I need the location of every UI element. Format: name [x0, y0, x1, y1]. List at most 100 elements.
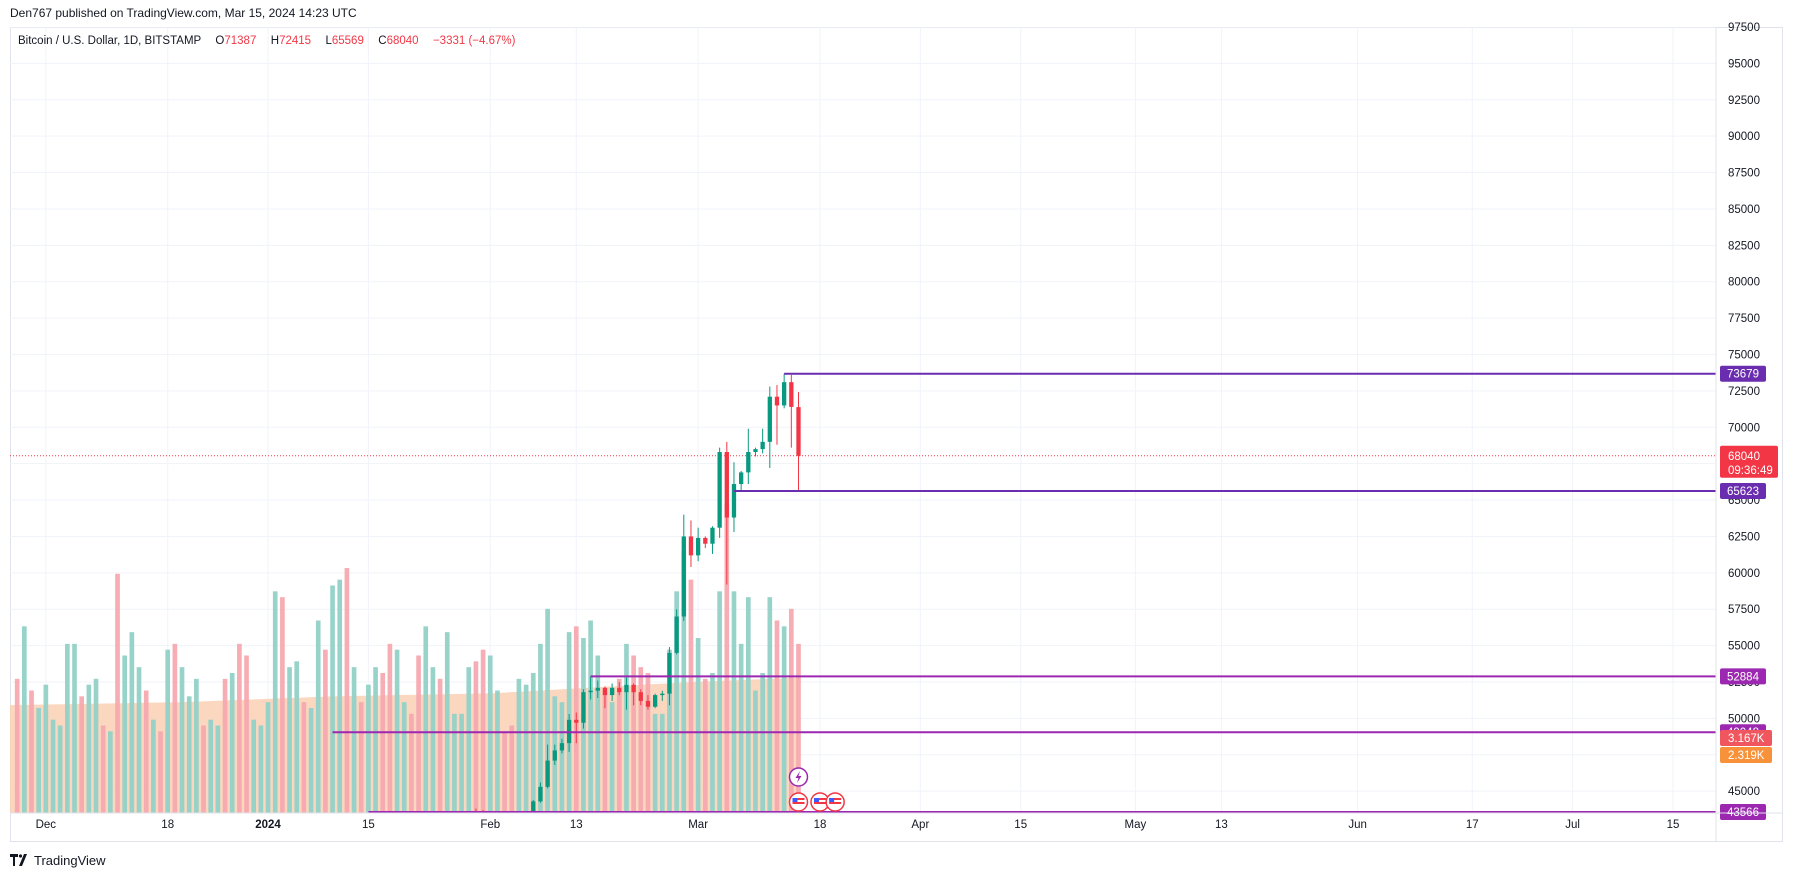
- volume-ma-tag[interactable]: 2.319K: [1720, 747, 1772, 763]
- volume-current-tag[interactable]: 3.167K: [1720, 730, 1772, 746]
- candle[interactable]: [782, 373, 787, 409]
- candle[interactable]: [574, 712, 579, 744]
- volume-bar: [366, 684, 371, 813]
- volume-bar: [674, 591, 679, 813]
- price-axis[interactable]: 4500047500500005250055000575006000062500…: [1720, 22, 1778, 821]
- candle[interactable]: [760, 428, 765, 454]
- level-price-value: 52884: [1727, 671, 1760, 683]
- time-tick-label: 18: [814, 819, 827, 831]
- candle[interactable]: [617, 682, 622, 696]
- volume-bar: [545, 608, 550, 813]
- volume-bar: [588, 620, 593, 813]
- price-tick-label: 75000: [1728, 350, 1760, 362]
- candle[interactable]: [624, 677, 629, 710]
- candle[interactable]: [660, 690, 665, 701]
- time-tick-label: 15: [1014, 819, 1027, 831]
- candle[interactable]: [652, 693, 658, 709]
- level-price-tag[interactable]: 52884: [1720, 668, 1766, 685]
- price-tick-label: 57500: [1728, 604, 1760, 616]
- candle[interactable]: [538, 782, 543, 803]
- volume-bar: [358, 702, 364, 813]
- candle-body: [510, 820, 514, 826]
- volume-bar: [294, 661, 300, 813]
- level-price-tag[interactable]: 73679: [1720, 365, 1766, 382]
- candle-body: [631, 684, 636, 693]
- volume-bar: [194, 678, 199, 813]
- volume-bar: [681, 550, 687, 813]
- level-price-tag[interactable]: 65623: [1720, 482, 1766, 499]
- candle[interactable]: [695, 527, 701, 562]
- candle[interactable]: [724, 441, 729, 585]
- candle[interactable]: [638, 689, 643, 706]
- volume-bar: [416, 655, 421, 813]
- candle[interactable]: [467, 814, 471, 837]
- candle-body: [638, 692, 643, 701]
- volume-bar: [14, 678, 20, 813]
- volume-bar: [93, 678, 99, 813]
- candle[interactable]: [767, 386, 772, 469]
- volume-bar: [158, 731, 163, 813]
- candle[interactable]: [681, 514, 686, 621]
- candle[interactable]: [581, 689, 586, 729]
- volume-bar: [315, 620, 321, 813]
- candle[interactable]: [559, 738, 565, 754]
- candle[interactable]: [753, 447, 758, 457]
- us-flag-icon[interactable]: [788, 792, 809, 812]
- time-tick-label: 17: [1466, 819, 1479, 831]
- candle[interactable]: [524, 814, 528, 827]
- volume-bar: [652, 713, 658, 813]
- candle[interactable]: [789, 374, 794, 448]
- volume-bar: [280, 597, 285, 813]
- tradingview-brand[interactable]: TradingView: [10, 851, 106, 869]
- candle[interactable]: [595, 680, 600, 699]
- candle[interactable]: [746, 428, 751, 485]
- level-price-tag[interactable]: 43566: [1720, 804, 1766, 821]
- lightning-event-icon[interactable]: [788, 767, 809, 787]
- candle[interactable]: [552, 744, 557, 765]
- time-axis[interactable]: Dec 18 2024 15 Feb 13 Mar 18 Apr 15 May 13 Jun 17 Jul 1…: [10, 812, 1783, 831]
- symbol-legend[interactable]: Bitcoin / U.S. Dollar, 1D, BITSTAMP O713…: [18, 35, 515, 47]
- price-tick-label: 50000: [1728, 713, 1760, 725]
- candle-body: [753, 449, 758, 453]
- candle[interactable]: [774, 385, 780, 445]
- price-tick-label: 80000: [1728, 277, 1760, 289]
- candle[interactable]: [717, 447, 722, 538]
- candle[interactable]: [545, 744, 550, 789]
- candle[interactable]: [731, 462, 737, 533]
- candle[interactable]: [738, 470, 744, 492]
- candle[interactable]: [609, 683, 615, 701]
- candle-body: [474, 816, 478, 822]
- volume-bar: [753, 690, 758, 813]
- candle[interactable]: [631, 683, 636, 706]
- plot-area[interactable]: [10, 27, 1716, 839]
- candle[interactable]: [517, 813, 521, 830]
- volume-bar: [50, 719, 56, 813]
- candle[interactable]: [602, 686, 608, 709]
- candle[interactable]: [796, 392, 801, 492]
- volume-bar: [86, 684, 92, 813]
- symbol-title[interactable]: Bitcoin / U.S. Dollar, 1D, BITSTAMP: [18, 35, 201, 47]
- candle[interactable]: [459, 823, 463, 839]
- volume-bar: [602, 690, 608, 813]
- candle[interactable]: [703, 536, 708, 549]
- volume-bar: [516, 678, 522, 813]
- candle-body: [588, 690, 593, 693]
- candle[interactable]: [502, 814, 506, 823]
- level-price-value: 73679: [1727, 369, 1759, 381]
- candle[interactable]: [588, 676, 593, 700]
- us-flag-icon[interactable]: [825, 792, 845, 812]
- current-price-tag[interactable]: 68040 09:36:49: [1720, 445, 1778, 478]
- candle-body: [674, 616, 679, 653]
- candle[interactable]: [510, 817, 514, 830]
- open-label: O: [215, 35, 225, 47]
- volume-bar: [609, 702, 615, 813]
- candle[interactable]: [645, 695, 651, 710]
- low-value: 65569: [331, 35, 364, 47]
- us-flag-icon[interactable]: [810, 792, 830, 812]
- event-markers[interactable]: [788, 767, 845, 812]
- candle[interactable]: [688, 520, 694, 568]
- horizontal-levels[interactable]: [332, 372, 1716, 813]
- candle[interactable]: [674, 609, 679, 655]
- candle[interactable]: [710, 526, 715, 554]
